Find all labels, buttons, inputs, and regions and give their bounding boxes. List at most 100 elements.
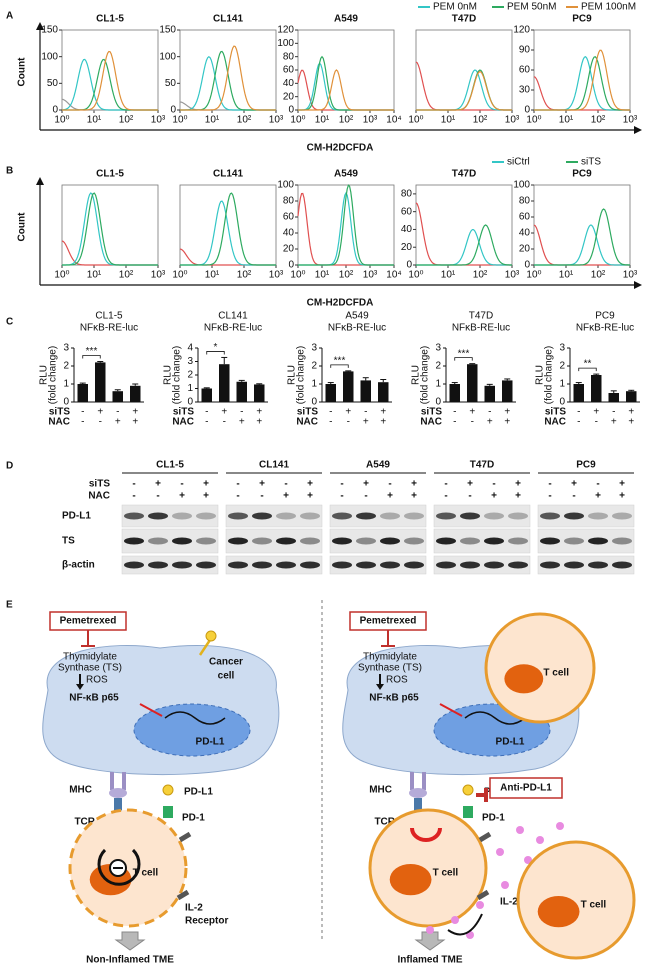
condition-sign: - <box>577 417 580 428</box>
blot-band <box>172 512 192 520</box>
blot-band <box>148 512 168 520</box>
y-tick-label: 50 <box>47 78 59 89</box>
ligand-icon <box>198 639 212 656</box>
x-tick-label: 10³ <box>363 115 378 126</box>
histogram-curve <box>534 224 630 266</box>
histogram-curve <box>298 69 394 111</box>
cell-line-label: CL1-5 <box>156 460 184 471</box>
outcome-arrow <box>114 931 146 951</box>
condition-sign: + <box>619 491 625 502</box>
condition-sign: - <box>548 479 551 490</box>
blot-band <box>404 537 424 545</box>
plot-title: CL141 <box>213 169 243 180</box>
bar <box>95 362 106 402</box>
y-tick-label: 1 <box>63 379 69 390</box>
panel-letter: B <box>6 166 13 177</box>
histogram-curve <box>416 69 512 111</box>
caption: Non-Inflamed TME <box>86 955 174 966</box>
y-tick-label: 0 <box>406 260 412 271</box>
x-tick-label: 10⁰ <box>526 115 541 126</box>
x-tick-label: 10¹ <box>87 115 102 126</box>
condition-sign: - <box>364 407 367 418</box>
x-tick-label: 10² <box>119 115 134 126</box>
condition-sign: - <box>577 407 580 418</box>
condition-sign: + <box>411 491 417 502</box>
blot-band <box>300 561 320 569</box>
plot-title: A549 <box>334 169 358 180</box>
histogram-curve <box>533 76 630 111</box>
blot-band <box>332 561 352 569</box>
condition-sign: + <box>363 417 369 428</box>
y-axis-label: (fold change) <box>544 346 555 404</box>
x-tick-label: 10⁰ <box>290 115 305 126</box>
condition-sign: + <box>115 417 121 428</box>
y-tick-label: 20 <box>283 244 295 255</box>
bar <box>112 391 123 402</box>
y-tick-label: 120 <box>277 25 294 36</box>
histogram-curve <box>534 208 630 266</box>
blot-row-label: PD-L1 <box>62 511 91 522</box>
x-tick-label: 10² <box>591 115 606 126</box>
condition-sign: - <box>572 491 575 502</box>
y-tick-label: 40 <box>283 78 295 89</box>
outcome-arrow <box>414 931 446 951</box>
plot-subtitle: NFκB-RE-luc <box>452 323 510 334</box>
bar <box>378 382 389 402</box>
row-label: NAC <box>296 417 318 428</box>
y-axis-label: RLU <box>411 365 422 385</box>
panel-letter: E <box>6 600 13 611</box>
row-label: siTS <box>297 407 318 418</box>
blot-band <box>196 537 216 545</box>
pd1-icon <box>163 806 173 818</box>
condition-sign: - <box>205 407 208 418</box>
condition-sign: - <box>595 417 598 428</box>
plot-title: PC9 <box>572 14 592 25</box>
cytokine-dot <box>536 836 544 844</box>
ligand-icon <box>205 630 217 642</box>
blot-membrane <box>225 555 323 575</box>
x-tick-label: 10³ <box>151 270 166 281</box>
arrow-head <box>76 684 84 690</box>
t-cell-label: T cell <box>543 668 569 679</box>
blot-band <box>588 537 608 545</box>
blot-band <box>228 561 248 569</box>
condition-sign: + <box>259 479 265 490</box>
y-tick-label: 2 <box>187 370 193 381</box>
condition-sign: + <box>345 407 351 418</box>
condition-sign: + <box>515 491 521 502</box>
blot-band <box>124 512 144 520</box>
mhc-label: MHC <box>69 785 92 796</box>
bar <box>360 380 371 402</box>
blot-band <box>564 561 584 569</box>
blot-band <box>356 561 376 569</box>
plot-title: CL141 <box>213 14 243 25</box>
condition-sign: + <box>179 491 185 502</box>
plot-subtitle: NFκB-RE-luc <box>576 323 634 334</box>
blot-membrane <box>433 504 531 528</box>
condition-sign: + <box>515 479 521 490</box>
bar <box>591 375 602 402</box>
blot-band <box>148 561 168 569</box>
plot-frame <box>61 29 159 111</box>
x-tick-label: 10¹ <box>559 115 574 126</box>
blot-band <box>276 537 296 545</box>
significance-label: *** <box>458 348 470 359</box>
cytokine-dot <box>451 916 459 924</box>
histogram-curve <box>298 55 394 111</box>
condition-sign: - <box>284 479 287 490</box>
t-cell <box>368 808 488 928</box>
row-label: NAC <box>48 417 70 428</box>
condition-sign: - <box>453 417 456 428</box>
x-tick-label: 10⁰ <box>172 115 187 126</box>
condition-sign: - <box>260 491 263 502</box>
condition-sign: - <box>116 407 119 418</box>
condition-sign: - <box>612 407 615 418</box>
blot-band <box>436 537 456 545</box>
condition-sign: + <box>487 417 493 428</box>
significance-label: *** <box>86 346 98 357</box>
y-tick-label: 2 <box>63 361 69 372</box>
y-tick-label: 1 <box>435 379 441 390</box>
cell-line-label: T47D <box>470 460 494 471</box>
plot-frame <box>61 184 159 266</box>
row-label: siTS <box>49 407 70 418</box>
